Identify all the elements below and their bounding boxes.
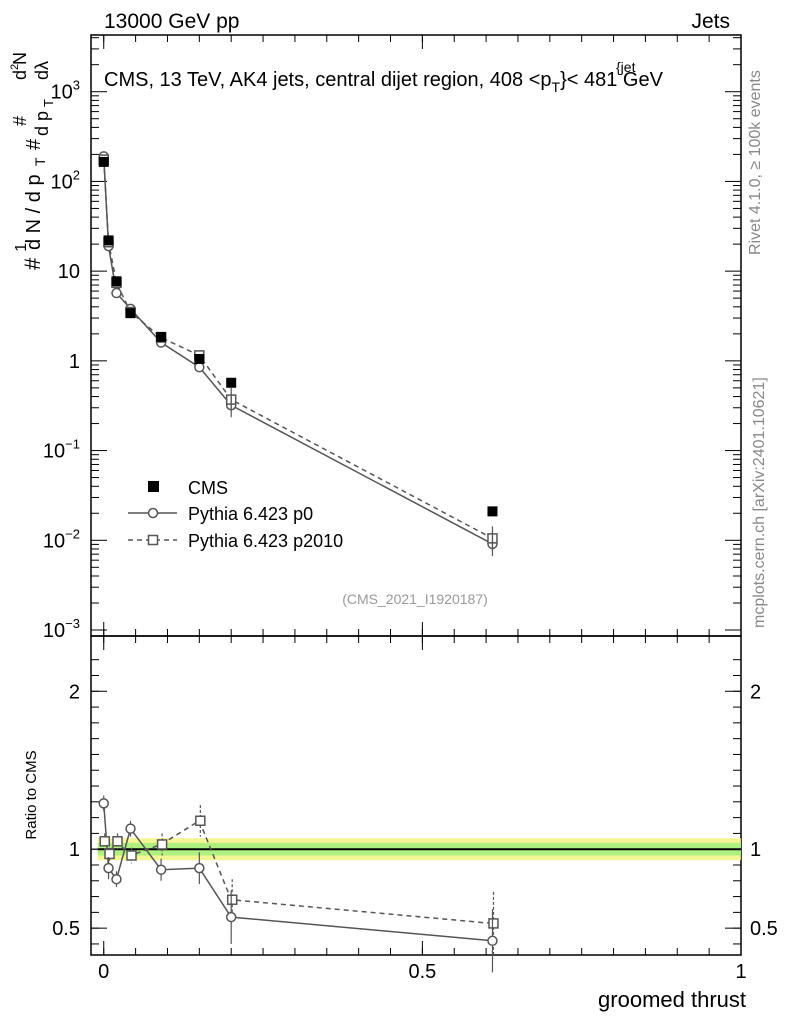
ratio-marker-p0 [194, 862, 205, 874]
y-tick-label: 1 [69, 351, 80, 373]
legend-marker-p2010 [147, 534, 159, 546]
y-tick-label: 102 [51, 167, 80, 193]
ratio-marker-p0 [125, 823, 136, 834]
ratio-y-tick-label-right: 2 [750, 681, 761, 703]
y-axis-title-ratio: Ratio to CMS [23, 750, 40, 839]
ratio-y-tick-label: 0.5 [52, 918, 80, 940]
svg-text:CMS, 13 TeV, AK4 jets, central: CMS, 13 TeV, AK4 jets, central dijet reg… [104, 69, 664, 95]
marker-cms [226, 377, 237, 388]
marker-cms [156, 331, 167, 342]
ratio-marker-p2010 [126, 850, 137, 861]
y-axis-title-main: #1 d N / d p T # # d p T d 2 N dλ [9, 52, 56, 270]
svg-text:#: # [10, 116, 30, 126]
y-tick-label: 10−2 [43, 526, 80, 552]
svg-text:T: T [41, 99, 56, 107]
legend-marker-p0 [147, 507, 159, 519]
analysis-tag: (CMS_2021_I1920187) [342, 591, 488, 607]
marker-cms [194, 353, 205, 364]
svg-text:N: N [10, 52, 30, 65]
ratio-y-tick-label: 1 [69, 839, 80, 861]
marker-p0 [111, 287, 122, 299]
ratio-marker-p0 [225, 911, 237, 923]
ratio-plot-frame [90, 635, 742, 956]
svg-text:{jet: {jet [616, 59, 636, 75]
rivet-label: Rivet 4.1.0, ≥ 100k events [747, 70, 764, 255]
y-tick-label: 103 [51, 78, 80, 104]
ratio-marker-p2010 [226, 894, 238, 905]
header-left: 13000 GeV pp [104, 10, 239, 33]
x-axis-title: groomed thrust [598, 987, 746, 1012]
svg-text:T: T [32, 157, 48, 166]
marker-cms [111, 276, 122, 287]
y-tick-label: 10−1 [43, 437, 80, 463]
marker-cms [103, 235, 114, 246]
marker-p0 [194, 361, 205, 373]
ratio-marker-p0 [487, 935, 498, 947]
legend-label: Pythia 6.423 p0 [188, 504, 313, 524]
ratio-marker-p0 [155, 864, 167, 875]
ratio-marker-p2010 [104, 848, 115, 860]
marker-cms [125, 308, 136, 319]
header-right: Jets [691, 10, 730, 33]
svg-text:d: d [10, 70, 30, 80]
ratio-y-tick-label: 2 [69, 681, 80, 703]
line-p0 [102, 156, 493, 545]
marker-cms [98, 156, 109, 167]
svg-text:#1: #1 [13, 243, 45, 270]
ratio-marker-p2010 [99, 836, 110, 847]
x-tick-label: 1 [735, 961, 746, 983]
legend-marker-cms [148, 481, 159, 492]
legend: CMS Pythia 6.423 p0 Pythia 6.423 p2010 [128, 478, 343, 551]
mcplots-label: mcplots.cern.ch [arXiv:2401.10621] [751, 377, 768, 628]
y-tick-label: 10−3 [43, 616, 80, 642]
ratio-marker-p2010 [195, 815, 206, 827]
svg-text:d N / d p: d N / d p [23, 174, 45, 250]
x-tick-label: 0 [98, 961, 109, 983]
ratio-marker-p2010 [488, 918, 499, 929]
svg-text:dλ: dλ [32, 61, 52, 80]
legend-label: CMS [188, 478, 228, 498]
x-tick-label: 0.5 [408, 961, 436, 983]
ratio-marker-p2010 [156, 839, 168, 850]
line-p2010 [102, 159, 493, 540]
y-tick-label: 10 [58, 261, 80, 283]
chart-title: CMS, 13 TeV, AK4 jets, central dijet reg… [104, 59, 664, 95]
ratio-marker-p2010 [112, 836, 123, 847]
svg-text:2: 2 [9, 64, 21, 70]
svg-text:d p: d p [32, 111, 52, 136]
ratio-marker-p0 [111, 873, 122, 885]
legend-label: Pythia 6.423 p2010 [188, 531, 343, 551]
ratio-marker-p0 [98, 798, 109, 809]
svg-text:#: # [23, 138, 45, 150]
ratio-y-tick-label-right: 0.5 [750, 918, 778, 940]
ratio-y-tick-label-right: 1 [750, 839, 761, 861]
ratio-marker-p0 [103, 862, 114, 874]
marker-cms [487, 506, 498, 517]
